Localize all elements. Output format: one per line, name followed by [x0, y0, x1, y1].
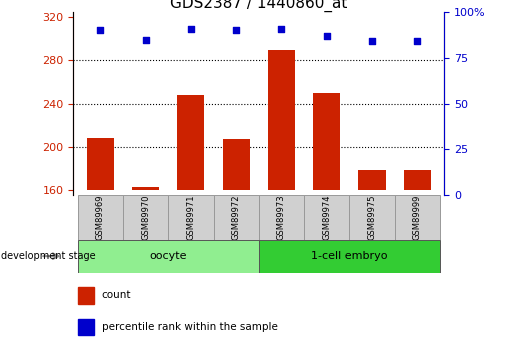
- Text: percentile rank within the sample: percentile rank within the sample: [102, 322, 278, 332]
- Bar: [132, 187, 159, 189]
- Bar: [78, 287, 94, 304]
- Text: oocyte: oocyte: [149, 251, 187, 261]
- Text: GSM89969: GSM89969: [96, 195, 105, 240]
- Point: [187, 26, 195, 31]
- Point: [413, 39, 421, 44]
- Text: GSM89975: GSM89975: [368, 195, 376, 240]
- Bar: [394, 195, 440, 240]
- Point: [368, 39, 376, 44]
- Text: GSM89973: GSM89973: [277, 195, 286, 240]
- Bar: [259, 195, 304, 240]
- Bar: [87, 138, 114, 189]
- Point: [277, 26, 285, 31]
- Bar: [268, 50, 295, 189]
- Text: GSM89999: GSM89999: [413, 195, 422, 240]
- Bar: [304, 195, 349, 240]
- Text: GSM89972: GSM89972: [232, 195, 241, 240]
- Bar: [313, 93, 340, 189]
- Point: [141, 37, 149, 42]
- Bar: [78, 195, 123, 240]
- Bar: [359, 170, 385, 189]
- Bar: [223, 139, 250, 189]
- Bar: [403, 170, 431, 189]
- Point: [96, 28, 105, 33]
- Title: GDS2387 / 1440860_at: GDS2387 / 1440860_at: [170, 0, 347, 12]
- Bar: [78, 240, 259, 273]
- Bar: [214, 195, 259, 240]
- Text: 1-cell embryo: 1-cell embryo: [311, 251, 388, 261]
- Text: GSM89974: GSM89974: [322, 195, 331, 240]
- Bar: [349, 195, 394, 240]
- Bar: [259, 240, 440, 273]
- Text: GSM89970: GSM89970: [141, 195, 150, 240]
- Point: [232, 28, 240, 33]
- Text: development stage: development stage: [1, 251, 95, 261]
- Point: [323, 33, 331, 39]
- Text: GSM89971: GSM89971: [186, 195, 195, 240]
- Bar: [168, 195, 214, 240]
- Text: count: count: [102, 290, 131, 300]
- Bar: [123, 195, 168, 240]
- Bar: [177, 95, 205, 189]
- Bar: [78, 319, 94, 335]
